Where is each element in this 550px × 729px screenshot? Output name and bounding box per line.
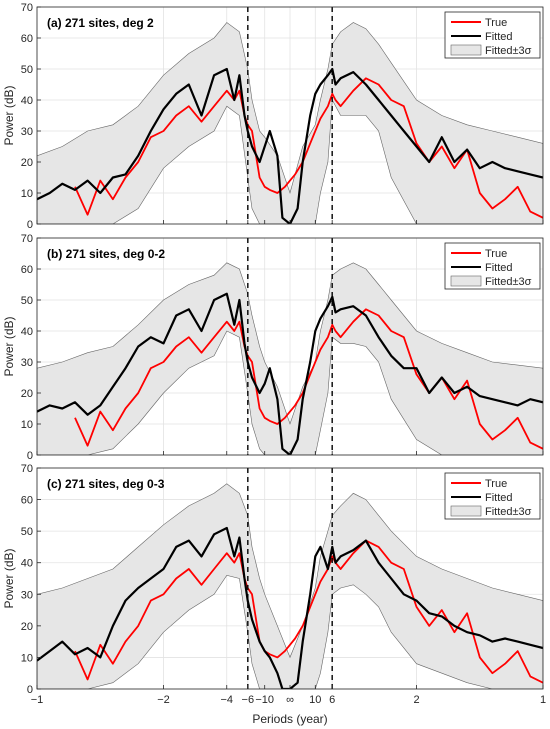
legend-label: Fitted (485, 492, 513, 504)
x-tick-label: 1 (540, 694, 546, 706)
y-tick-label: 50 (21, 526, 33, 538)
series-line-true (74, 77, 543, 219)
x-tick-label: 6 (329, 694, 335, 706)
legend-swatch-band (450, 44, 482, 56)
uncertainty-band (37, 22, 543, 224)
x-tick-label: ∞ (286, 694, 294, 706)
panel-title: (b) 271 sites, deg 0-2 (47, 247, 165, 261)
series-line-fitted (37, 292, 543, 455)
y-tick-label: 0 (27, 219, 33, 231)
legend-label: Fitted±3σ (485, 276, 532, 288)
uncertainty-band (37, 483, 543, 689)
y-axis-label: Power (dB) (2, 85, 16, 145)
series-line-fitted (37, 526, 543, 689)
y-tick-label: 10 (21, 652, 33, 664)
x-tick-label: −10 (255, 694, 274, 706)
series-line-fitted (37, 67, 543, 224)
y-tick-label: 40 (21, 558, 33, 570)
y-tick-label: 0 (27, 684, 33, 696)
y-tick-label: 60 (21, 264, 33, 276)
x-tick-label: 2 (413, 694, 419, 706)
chart-panel-3: 0 10 20 30 40 50 60 70 −1 −2 −4 −6 −10 ∞ 10 6 2 1 Power (d… (2, 463, 546, 706)
x-tick-label: −4 (220, 694, 233, 706)
y-tick-label: 40 (21, 95, 33, 107)
y-tick-label: 0 (27, 450, 33, 462)
y-tick-label: 20 (21, 621, 33, 633)
y-tick-label: 50 (21, 64, 33, 76)
y-tick-label: 40 (21, 326, 33, 338)
panel-title: (a) 271 sites, deg 2 (47, 16, 154, 30)
legend: True Fitted Fitted±3σ (444, 242, 541, 290)
x-axis-label: Periods (year) (252, 712, 327, 726)
legend-label: Fitted±3σ (485, 45, 532, 57)
y-tick-label: 70 (21, 2, 33, 14)
uncertainty-band (37, 262, 543, 455)
x-tick-label: 10 (309, 694, 321, 706)
y-axis-label: Power (dB) (2, 548, 16, 608)
legend-label: Fitted (485, 31, 513, 43)
x-tick-label: −6 (242, 694, 255, 706)
y-axis-label: Power (dB) (2, 316, 16, 376)
y-tick-label: 20 (21, 157, 33, 169)
legend-label: Fitted (485, 262, 513, 274)
panel-title: (c) 271 sites, deg 0-3 (47, 477, 165, 491)
y-tick-label: 30 (21, 589, 33, 601)
legend-label: True (485, 248, 507, 260)
y-tick-label: 70 (21, 463, 33, 475)
y-tick-label: 60 (21, 495, 33, 507)
chart-panel-1: 0 10 20 30 40 50 60 70 Power (dB) (a) 271 sites, … (2, 2, 544, 231)
legend-label: True (485, 17, 507, 29)
y-tick-label: 50 (21, 295, 33, 307)
legend-swatch-band (450, 275, 482, 287)
chart-panel-2: 0 10 20 30 40 50 60 70 Power (dB) (b) 271 sites, … (2, 233, 544, 462)
legend-label: True (485, 478, 507, 490)
legend: True Fitted Fitted±3σ (444, 472, 541, 520)
legend-label: Fitted±3σ (485, 506, 532, 518)
y-tick-label: 30 (21, 126, 33, 138)
y-tick-label: 10 (21, 188, 33, 200)
legend-swatch-band (450, 505, 482, 517)
legend: True Fitted Fitted±3σ (444, 11, 541, 59)
y-tick-label: 20 (21, 388, 33, 400)
x-tick-label: −1 (31, 694, 44, 706)
x-tick-label: −2 (157, 694, 170, 706)
series-line-true (74, 539, 543, 684)
y-tick-label: 10 (21, 419, 33, 431)
y-tick-label: 30 (21, 357, 33, 369)
y-tick-label: 60 (21, 33, 33, 45)
y-tick-label: 70 (21, 233, 33, 245)
